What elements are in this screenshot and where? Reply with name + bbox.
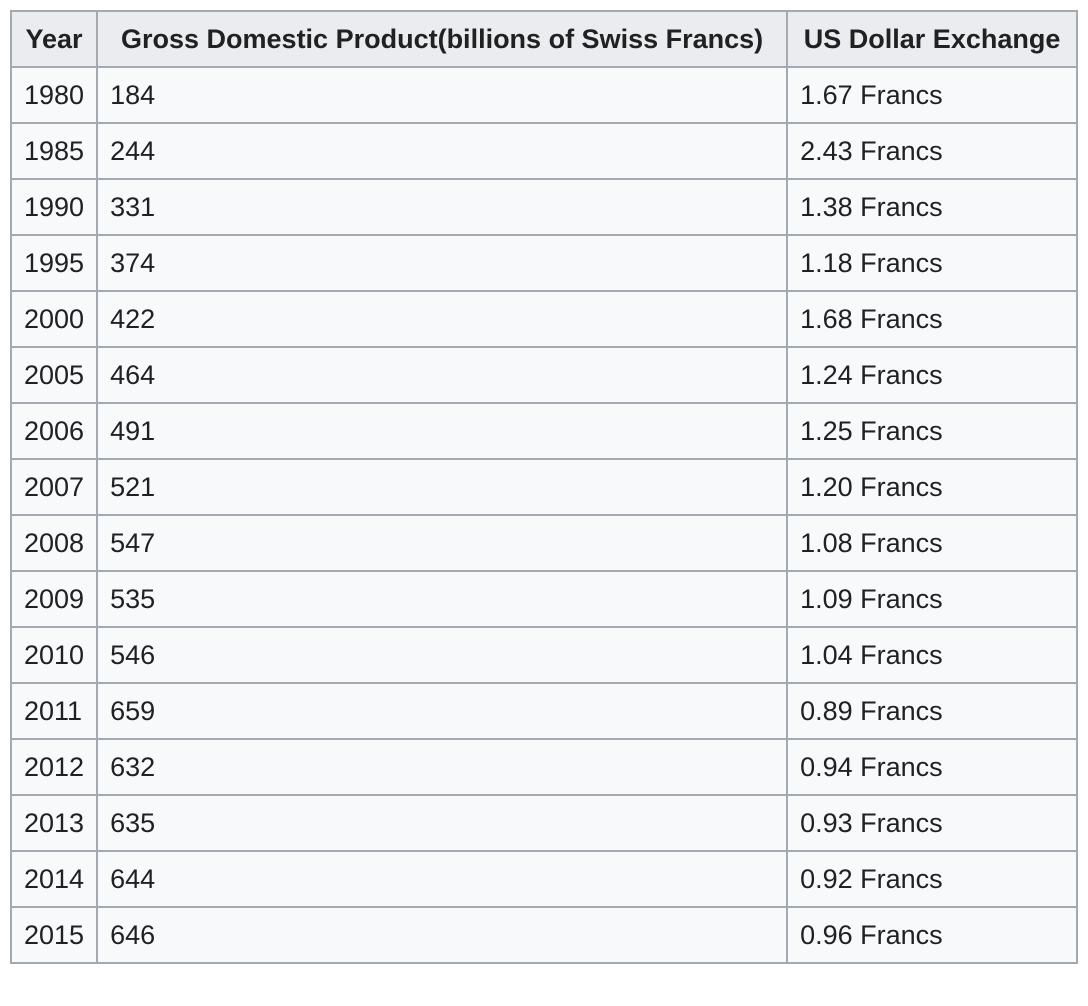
cell-year: 2015 [9, 906, 99, 964]
gdp-exchange-table: Year Gross Domestic Product(billions of … [9, 10, 1079, 964]
cell-gdp: 521 [96, 458, 789, 516]
cell-usd-exchange: 1.68 Francs [786, 290, 1079, 348]
cell-usd-exchange: 0.89 Francs [786, 682, 1079, 740]
cell-usd-exchange: 1.24 Francs [786, 346, 1079, 404]
cell-year: 2010 [9, 626, 99, 684]
cell-usd-exchange: 0.94 Francs [786, 738, 1079, 796]
column-header-year: Year [9, 10, 99, 68]
cell-gdp: 635 [96, 794, 789, 852]
cell-gdp: 535 [96, 570, 789, 628]
cell-usd-exchange: 1.25 Francs [786, 402, 1079, 460]
cell-year: 2006 [9, 402, 99, 460]
table-row: 2000 422 1.68 Francs [9, 290, 1079, 348]
cell-gdp: 184 [96, 66, 789, 124]
cell-year: 2012 [9, 738, 99, 796]
table-row: 1985 244 2.43 Francs [9, 122, 1079, 180]
table-row: 2015 646 0.96 Francs [9, 906, 1079, 964]
table-body: 1980 184 1.67 Francs 1985 244 2.43 Francs 1990… [9, 66, 1079, 964]
cell-usd-exchange: 1.20 Francs [786, 458, 1079, 516]
table-row: 1980 184 1.67 Francs [9, 66, 1079, 124]
cell-gdp: 547 [96, 514, 789, 572]
column-header-gdp: Gross Domestic Product(billions of Swiss… [96, 10, 789, 68]
cell-year: 1990 [9, 178, 99, 236]
cell-gdp: 659 [96, 682, 789, 740]
table-row: 2010 546 1.04 Francs [9, 626, 1079, 684]
cell-year: 2005 [9, 346, 99, 404]
cell-gdp: 632 [96, 738, 789, 796]
header-row: Year Gross Domestic Product(billions of … [9, 10, 1079, 68]
cell-year: 1995 [9, 234, 99, 292]
cell-year: 1980 [9, 66, 99, 124]
cell-gdp: 422 [96, 290, 789, 348]
cell-usd-exchange: 1.04 Francs [786, 626, 1079, 684]
table-row: 2011 659 0.89 Francs [9, 682, 1079, 740]
table-row: 2007 521 1.20 Francs [9, 458, 1079, 516]
cell-gdp: 646 [96, 906, 789, 964]
cell-gdp: 644 [96, 850, 789, 908]
cell-gdp: 464 [96, 346, 789, 404]
cell-year: 2008 [9, 514, 99, 572]
cell-gdp: 374 [96, 234, 789, 292]
cell-year: 2009 [9, 570, 99, 628]
table-row: 2006 491 1.25 Francs [9, 402, 1079, 460]
table-container: Year Gross Domestic Product(billions of … [9, 10, 1079, 964]
cell-usd-exchange: 1.67 Francs [786, 66, 1079, 124]
cell-year: 2013 [9, 794, 99, 852]
cell-year: 2014 [9, 850, 99, 908]
cell-gdp: 331 [96, 178, 789, 236]
cell-year: 1985 [9, 122, 99, 180]
cell-usd-exchange: 1.09 Francs [786, 570, 1079, 628]
cell-year: 2007 [9, 458, 99, 516]
cell-year: 2000 [9, 290, 99, 348]
cell-gdp: 546 [96, 626, 789, 684]
table-row: 2012 632 0.94 Francs [9, 738, 1079, 796]
column-header-usd-exchange: US Dollar Exchange [786, 10, 1079, 68]
cell-year: 2011 [9, 682, 99, 740]
table-row: 2014 644 0.92 Francs [9, 850, 1079, 908]
table-row: 2013 635 0.93 Francs [9, 794, 1079, 852]
table-row: 1990 331 1.38 Francs [9, 178, 1079, 236]
cell-usd-exchange: 1.18 Francs [786, 234, 1079, 292]
cell-gdp: 491 [96, 402, 789, 460]
table-row: 2008 547 1.08 Francs [9, 514, 1079, 572]
cell-usd-exchange: 0.93 Francs [786, 794, 1079, 852]
cell-usd-exchange: 1.08 Francs [786, 514, 1079, 572]
table-row: 1995 374 1.18 Francs [9, 234, 1079, 292]
cell-usd-exchange: 0.96 Francs [786, 906, 1079, 964]
cell-usd-exchange: 1.38 Francs [786, 178, 1079, 236]
cell-usd-exchange: 2.43 Francs [786, 122, 1079, 180]
cell-usd-exchange: 0.92 Francs [786, 850, 1079, 908]
table-row: 2009 535 1.09 Francs [9, 570, 1079, 628]
table-header: Year Gross Domestic Product(billions of … [9, 10, 1079, 68]
cell-gdp: 244 [96, 122, 789, 180]
table-row: 2005 464 1.24 Francs [9, 346, 1079, 404]
